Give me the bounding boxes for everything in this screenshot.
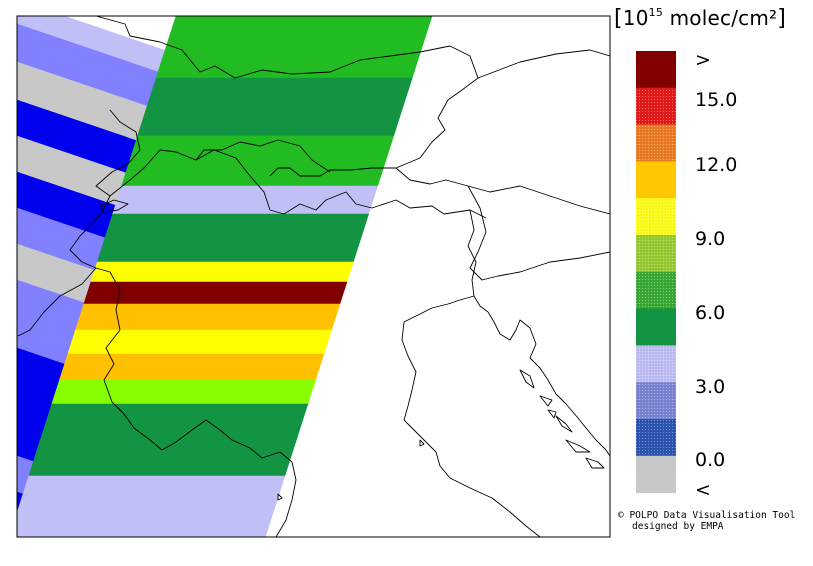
legend-tick-label: 15.0: [695, 89, 737, 111]
swath-pixel: [121, 135, 395, 187]
border-austria-slovenia: [395, 167, 610, 215]
swath-pixel: [137, 77, 413, 137]
unit-exponent: 15: [648, 6, 664, 19]
legend-tick-label: 3.0: [695, 376, 725, 398]
island-6: [547, 409, 557, 419]
swath-pixel: [39, 403, 309, 441]
swath-pixel: [17, 475, 286, 513]
border-swiss-italy: [159, 149, 487, 219]
legend-tick-label: 9.0: [695, 228, 725, 250]
island-3: [555, 415, 573, 433]
coast-venice: [403, 295, 489, 323]
coast-croatia: [529, 327, 610, 457]
island-1: [519, 369, 535, 389]
swath-pixel: [51, 379, 316, 405]
legend-tick-label: 6.0: [695, 302, 725, 324]
credit-line-2: designed by EMPA: [632, 521, 724, 532]
swath-pixel: [28, 439, 297, 477]
legend-bin: [636, 51, 676, 89]
legend-tick-label: >: [695, 49, 711, 71]
swath-pixel: [17, 511, 274, 537]
border-france-interior: [17, 267, 97, 337]
border-north: [95, 16, 479, 177]
legend-bin-texture: [636, 235, 676, 273]
credit-text: © POLPO Data Visualisation Tool designed…: [618, 510, 795, 532]
map-frame: [16, 15, 611, 538]
credit-line-1: © POLPO Data Visualisation Tool: [618, 510, 796, 521]
legend-bin-texture: [636, 419, 676, 457]
legend-bin-texture: [636, 345, 676, 383]
swath-pixel: [83, 281, 348, 305]
border-swiss-inner: [195, 139, 331, 173]
legend-bin-texture: [636, 271, 676, 310]
unit-close-bracket: ]: [777, 6, 787, 31]
legend-bin-texture: [636, 124, 676, 162]
legend-tick-label: 12.0: [695, 154, 737, 176]
legend-colorbar: [636, 51, 676, 494]
legend-bin: [636, 161, 676, 199]
legend-bin-texture: [636, 87, 676, 126]
islet-a: [419, 439, 425, 447]
legend-bin-texture: [636, 382, 676, 420]
swath-pixel: [90, 261, 354, 283]
legend-bin: [636, 455, 676, 494]
unit-text: molec/cm²: [663, 6, 778, 30]
swath-pixel: [112, 185, 379, 215]
border-italy-slovenia: [467, 209, 477, 297]
unit-base: 10: [622, 6, 649, 30]
islet-b: [277, 493, 283, 501]
lake-geneva: [99, 199, 129, 213]
border-swiss-france: [95, 109, 141, 197]
swath-pixel: [59, 353, 325, 381]
legend-tick-label: <: [695, 479, 711, 501]
legend-bin: [636, 308, 676, 346]
legend-unit-label: [1015 molec/cm²]: [614, 6, 786, 31]
island-4: [565, 439, 591, 453]
unit-open-bracket: [: [614, 6, 623, 31]
border-austria-east: [477, 49, 610, 79]
coastlines-borders: [17, 16, 610, 537]
island-5: [585, 457, 605, 469]
coast-istria: [487, 311, 531, 341]
border-slovenia-croatia: [467, 185, 610, 281]
swath-pixel: [75, 303, 341, 331]
legend-labels: >15.0 12.0 9.0 6.0 3.0 0.0 <: [695, 49, 737, 501]
coast-italy-adriatic: [401, 321, 541, 537]
swath-pixel: [96, 213, 370, 263]
legend-bin-texture: [636, 198, 676, 236]
border-france-italy: [69, 149, 281, 459]
swath-east: [17, 16, 433, 537]
legend-tick-label: 0.0: [695, 449, 725, 471]
coast-liguria: [275, 451, 297, 537]
island-2: [539, 395, 553, 407]
